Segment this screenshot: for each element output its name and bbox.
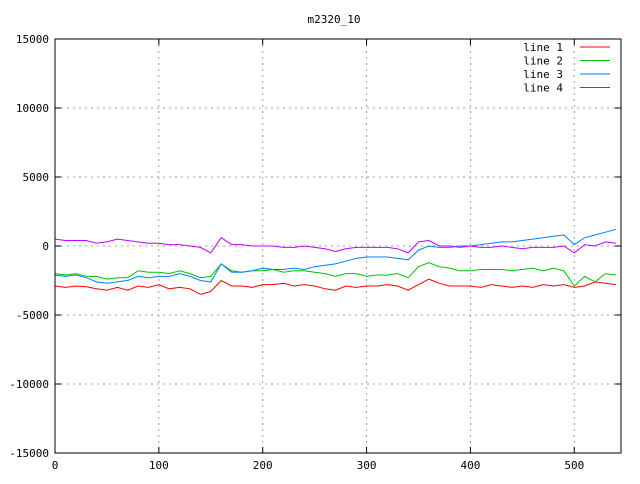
- y-tick-label: 5000: [23, 171, 50, 184]
- series-line-2: [54, 262, 616, 287]
- y-tick-label: 10000: [16, 102, 49, 115]
- x-tick-label: 200: [253, 459, 273, 472]
- legend-label: line 1: [523, 41, 563, 54]
- series-line-1: [54, 278, 616, 295]
- y-tick-label: -10000: [9, 378, 49, 391]
- y-tick-label: -5000: [16, 309, 49, 322]
- series-line-3: [54, 228, 616, 284]
- series-lines: [54, 228, 616, 295]
- grid: [54, 38, 621, 454]
- plot-frame: [54, 38, 622, 454]
- y-tick-label: 15000: [16, 33, 49, 46]
- legend-label: line 2: [523, 55, 563, 68]
- y-tick-label: -15000: [9, 447, 49, 460]
- x-tick-label: 0: [52, 459, 59, 472]
- x-tick-label: 500: [564, 459, 584, 472]
- legend-label: line 4: [523, 82, 563, 95]
- x-tick-label: 100: [149, 459, 169, 472]
- legend-label: line 3: [523, 68, 563, 81]
- chart-title: m2320_10: [308, 13, 361, 26]
- series-line-4: [54, 237, 616, 254]
- x-tick-label: 400: [460, 459, 480, 472]
- y-tick-label: 0: [42, 240, 49, 253]
- x-tick-label: 300: [357, 459, 377, 472]
